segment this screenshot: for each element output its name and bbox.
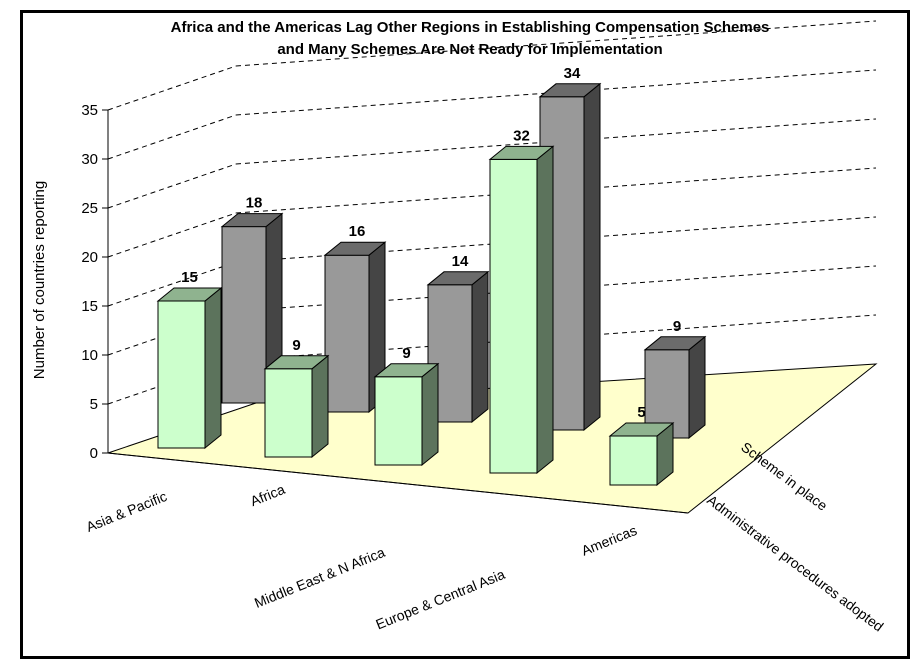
bar-admin-procedures-top [263,355,330,370]
data-label-admin-procedures: 32 [513,127,530,144]
bar-scheme-in-place-side [471,270,489,424]
bar-scheme-in-place-face [324,254,370,413]
data-label-admin-procedures: 5 [637,404,645,421]
category-label: Africa [248,481,287,509]
bar-admin-procedures [488,145,555,475]
bar-admin-procedures-face [264,368,313,458]
bar-scheme-in-place-face [221,226,267,404]
y-tick-label: 15 [81,298,98,315]
x-axis-line [107,452,689,514]
bar-admin-procedures-side [536,145,554,475]
bar-admin-procedures-side [421,362,439,467]
gridline [235,69,877,116]
bar-admin-procedures [156,286,223,450]
bar-admin-procedures [608,421,675,487]
y-tick-label: 10 [81,347,98,364]
y-tick-label: 20 [81,249,98,266]
bar-admin-procedures-side [311,354,329,459]
gridline [235,216,877,263]
bar-scheme-in-place [426,270,490,424]
y-tick-label: 35 [81,102,98,119]
data-label-admin-procedures: 15 [181,269,198,286]
gridline [235,314,877,361]
bar-scheme-in-place-top [538,83,602,98]
bar-scheme-in-place-side [583,82,601,432]
series-axis-label: Administrative procedures adopted [704,492,886,635]
y-tick-label: 30 [81,151,98,168]
bar-admin-procedures-face [609,435,658,486]
data-label-scheme-in-place: 16 [349,223,366,240]
bar-admin-procedures-top [373,363,440,378]
bar-scheme-in-place-top [426,271,490,286]
category-label: Asia & Pacific [84,488,169,535]
gridline-depth [107,261,237,307]
gridline-depth [107,65,237,111]
bar-admin-procedures-face [374,376,423,466]
category-label: Americas [579,522,639,559]
bar-scheme-in-place [323,241,387,414]
bar-scheme-in-place-top [323,241,387,256]
bar-scheme-in-place-top [220,213,284,228]
category-label: Europe & Central Asia [373,566,507,633]
chart-title-line-1: Africa and the Americas Lag Other Region… [171,19,770,36]
y-tick-label: 25 [81,200,98,217]
series-admin-procedures [156,145,675,487]
category-labels: Asia & Pacific Africa Middle East & N Afri… [84,481,639,633]
bar-admin-procedures-top [608,422,675,437]
gridline-depth [107,114,237,160]
y-tick-label: 0 [90,445,98,462]
bar-admin-procedures-face [489,158,538,474]
data-label-admin-procedures: 9 [402,345,410,362]
gridline-depth [107,212,237,258]
gridline [235,118,877,165]
gridline [235,265,877,312]
y-axis: 0 5 10 15 20 25 30 35 [81,102,689,514]
gridline [235,167,877,214]
series-axis-label: Scheme in place [738,439,830,514]
y-tick-label: 5 [90,396,98,413]
data-label-admin-procedures: 9 [292,337,300,354]
y-axis-title: Number of countries reporting [31,181,48,379]
bar-admin-procedures-top [488,145,555,160]
bar-admin-procedures [373,362,440,467]
gridline-depth [107,163,237,209]
bar-admin-procedures-side [204,286,222,450]
data-label-scheme-in-place: 34 [564,65,581,82]
data-labels: 18 16 14 34 9 15 9 9 32 5 [181,65,681,421]
gridline [235,20,877,67]
data-label-scheme-in-place: 14 [452,253,469,270]
bar-admin-procedures-face [157,300,206,449]
bar-scheme-in-place-side [688,335,706,440]
bar-scheme-in-place-top [643,336,707,351]
category-label: Middle East & N Africa [252,544,387,611]
data-label-scheme-in-place: 9 [673,318,681,335]
bar-admin-procedures [263,354,330,459]
bar-admin-procedures-top [156,287,223,302]
data-label-scheme-in-place: 18 [246,195,263,212]
